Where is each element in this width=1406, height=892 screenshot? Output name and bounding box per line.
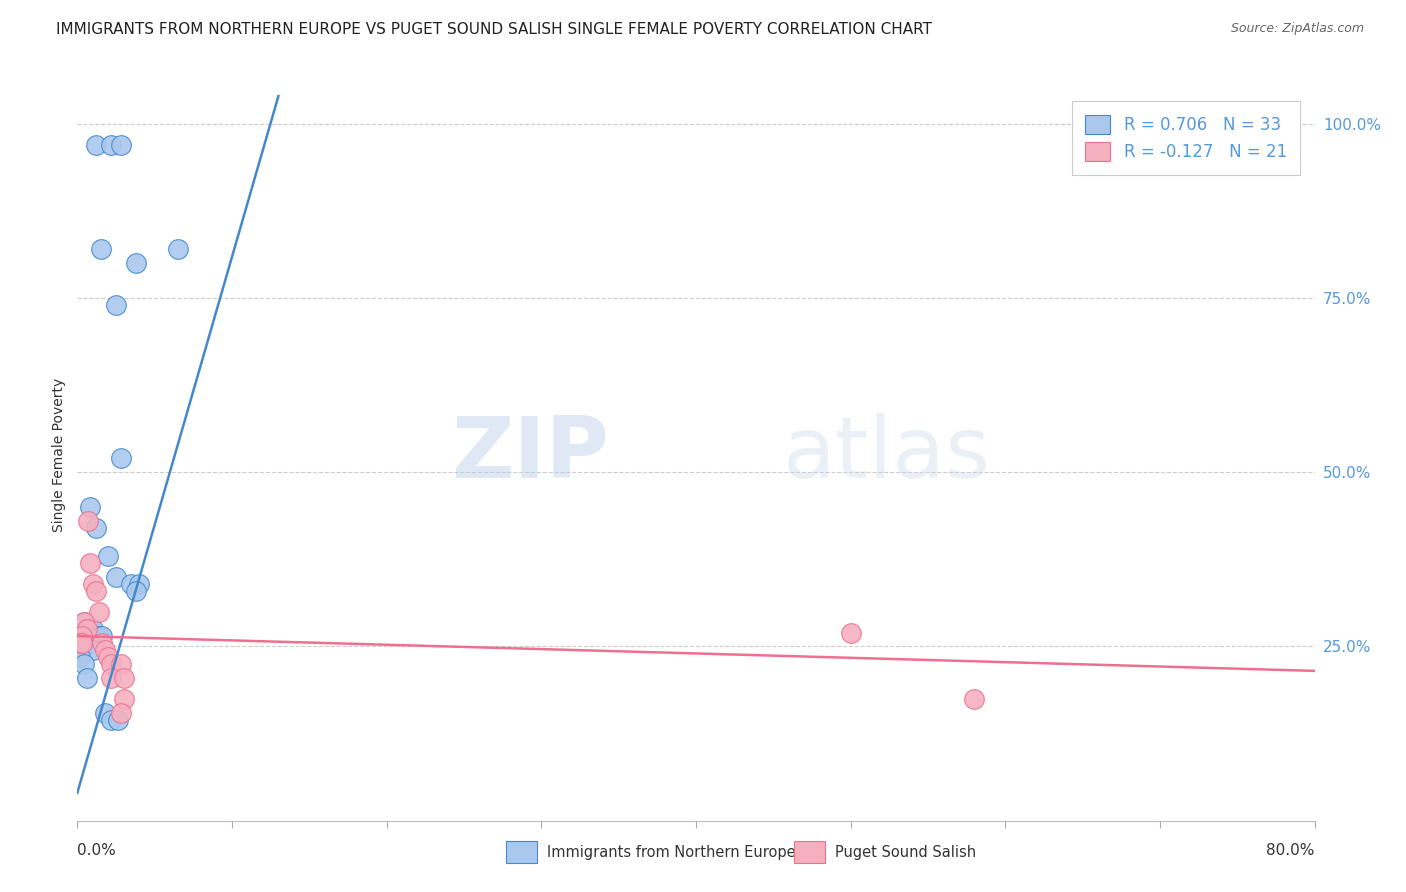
Text: atlas: atlas [783, 413, 991, 497]
Text: Puget Sound Salish: Puget Sound Salish [835, 845, 976, 860]
Point [84, 521, 107, 535]
Point [72, 615, 94, 629]
Point [110, 657, 132, 671]
Point [76, 636, 98, 650]
Point [69, 636, 91, 650]
Y-axis label: Single Female Poverty: Single Female Poverty [52, 378, 66, 532]
Point [76, 671, 98, 685]
Point [839, 625, 862, 640]
Point [70, 629, 93, 643]
Point [91, 629, 114, 643]
Point [94, 643, 117, 657]
Point [70, 636, 93, 650]
Point [76, 622, 98, 636]
Text: 0.0%: 0.0% [77, 843, 117, 858]
Point [100, 657, 122, 671]
Point [82, 576, 104, 591]
Point [90, 243, 111, 257]
Point [112, 691, 135, 706]
Point [72, 615, 94, 629]
Point [125, 583, 148, 598]
Point [79, 636, 101, 650]
Point [69, 636, 91, 650]
Text: Source: ZipAtlas.com: Source: ZipAtlas.com [1230, 22, 1364, 36]
Point [82, 643, 104, 657]
Point [79, 500, 101, 515]
Point [79, 622, 101, 636]
Point [82, 622, 104, 636]
Point [76, 622, 98, 636]
Text: IMMIGRANTS FROM NORTHERN EUROPE VS PUGET SOUND SALISH SINGLE FEMALE POVERTY CORR: IMMIGRANTS FROM NORTHERN EUROPE VS PUGET… [56, 22, 932, 37]
Point [87, 605, 110, 619]
Text: Immigrants from Northern Europe: Immigrants from Northern Europe [547, 845, 796, 860]
Point [84, 137, 107, 152]
Point [121, 576, 143, 591]
Point [79, 556, 101, 570]
Point [125, 256, 148, 270]
Point [94, 706, 117, 720]
Point [91, 636, 114, 650]
Point [110, 137, 132, 152]
Text: 80.0%: 80.0% [1267, 843, 1315, 858]
Point [963, 691, 986, 706]
Point [72, 657, 94, 671]
Point [97, 549, 120, 563]
Point [84, 583, 107, 598]
Point [167, 243, 190, 257]
Point [107, 713, 129, 727]
Point [69, 649, 91, 664]
Point [77, 514, 100, 528]
Point [97, 649, 120, 664]
Point [110, 451, 132, 466]
Point [112, 671, 135, 685]
Point [100, 671, 122, 685]
Point [87, 629, 110, 643]
Point [128, 576, 150, 591]
Point [100, 713, 122, 727]
Point [105, 298, 127, 312]
Text: ZIP: ZIP [451, 413, 609, 497]
Point [100, 137, 122, 152]
Point [84, 629, 107, 643]
Legend: R = 0.706   N = 33, R = -0.127   N = 21: R = 0.706 N = 33, R = -0.127 N = 21 [1071, 101, 1301, 175]
Point [110, 706, 132, 720]
Point [105, 570, 127, 584]
Point [72, 636, 94, 650]
